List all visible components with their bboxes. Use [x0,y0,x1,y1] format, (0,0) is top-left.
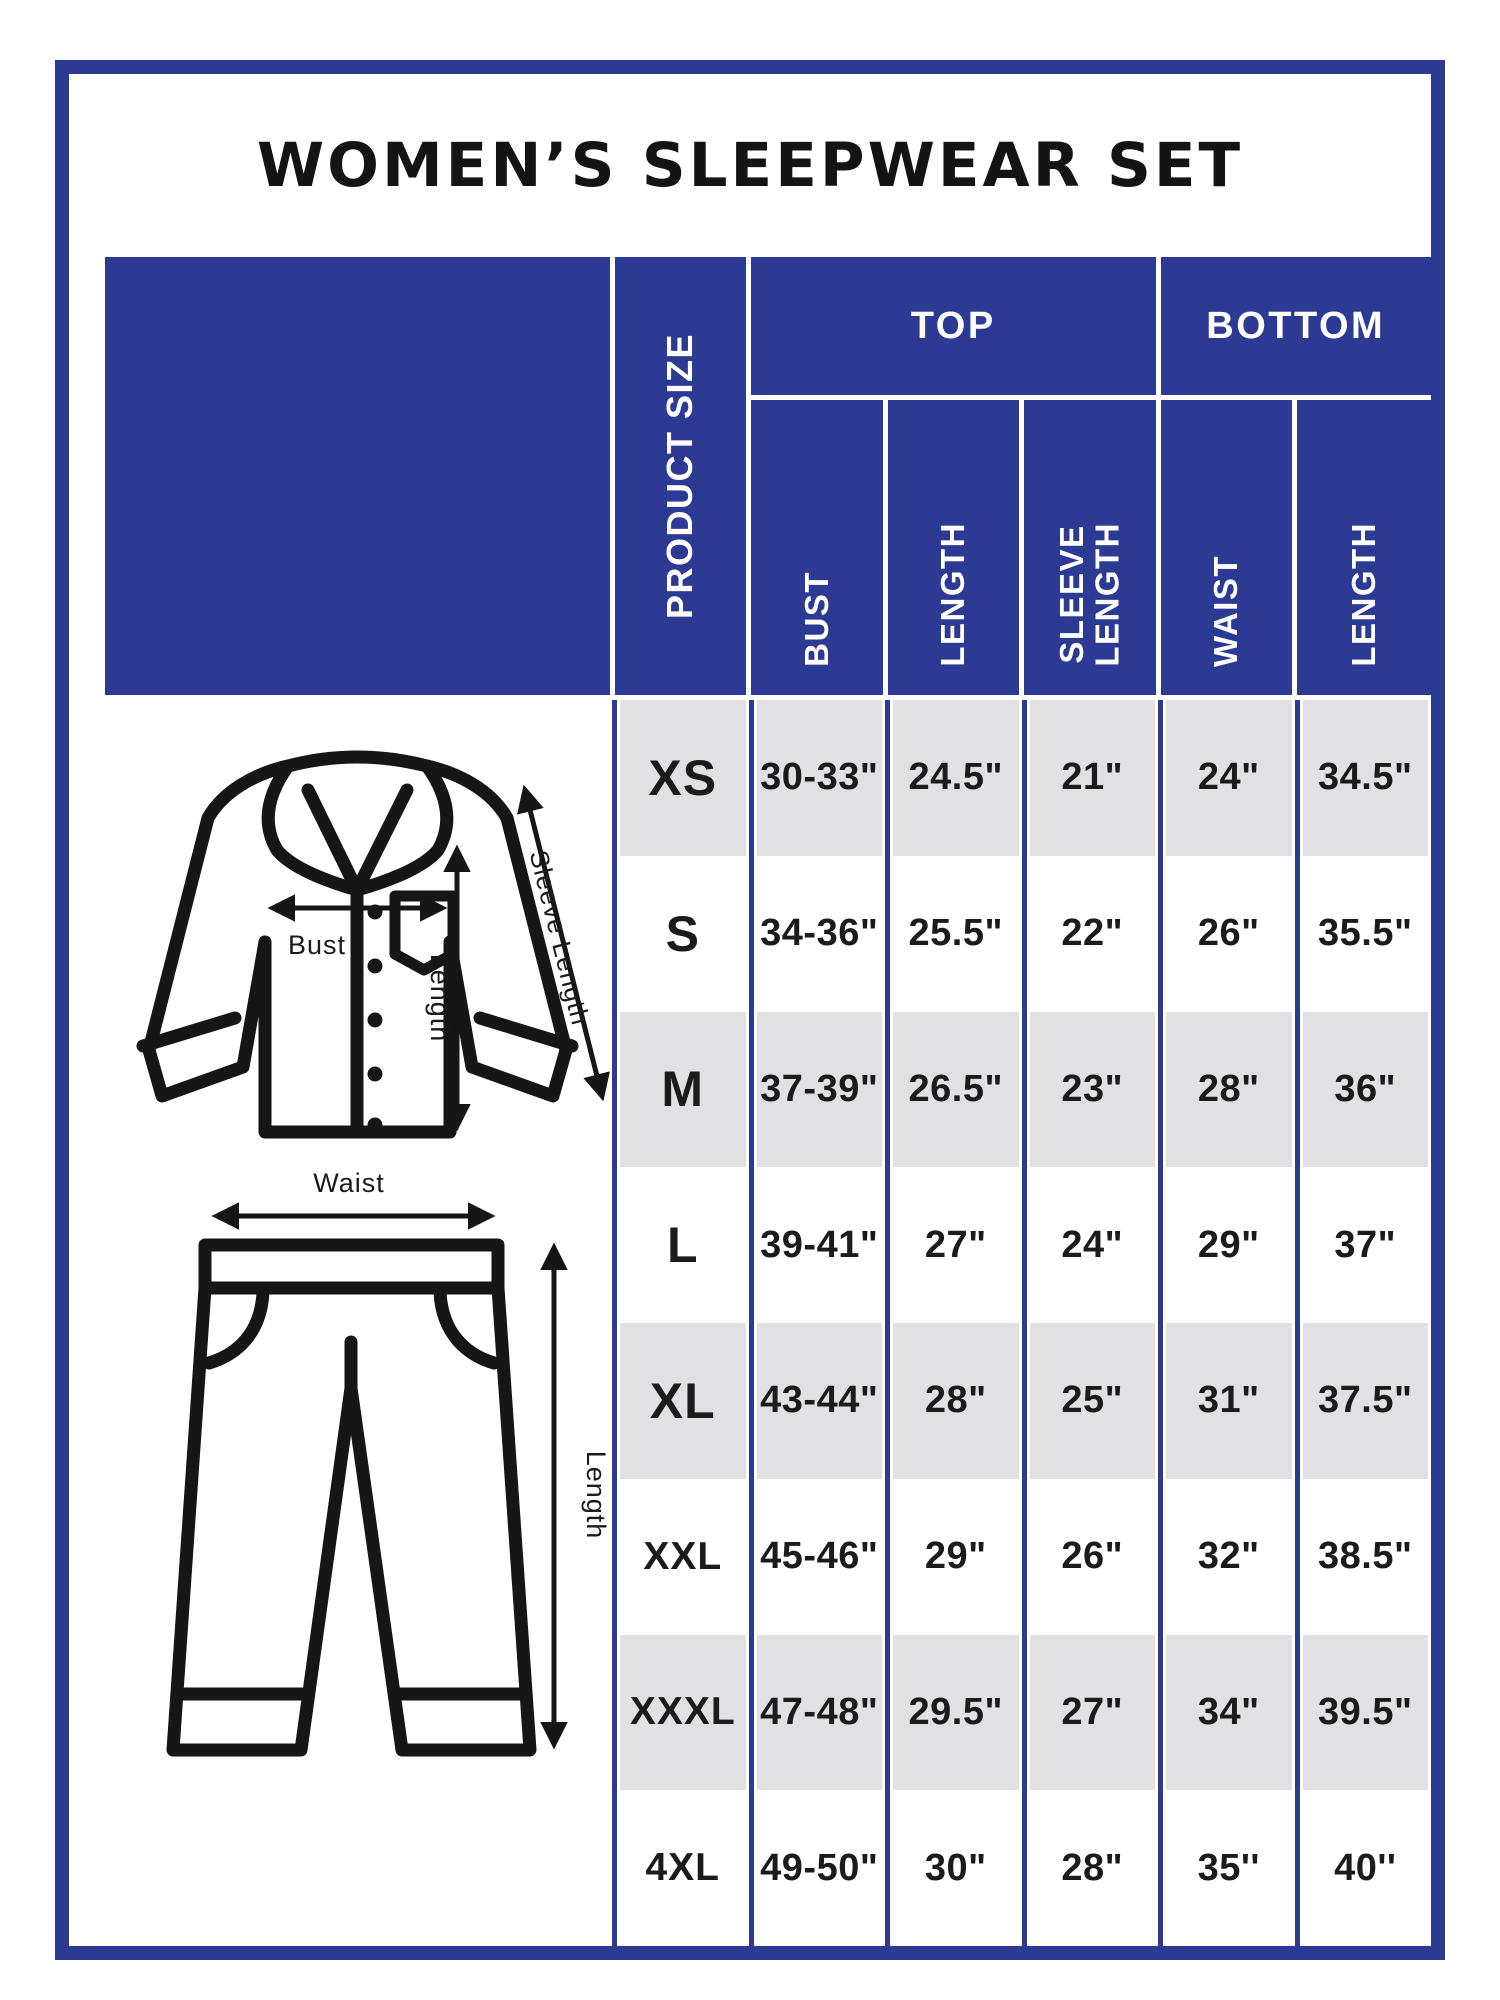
value-cell: 38.5" [1294,1478,1431,1635]
value-cell: 37-39" [748,1011,885,1168]
garment-diagram: Bust Length Sleeve Length Waist Length [136,750,611,1757]
value-cell: 28" [1158,1011,1295,1168]
size-cell: M [612,1011,749,1168]
pajama-pants-drawing [166,1238,537,1757]
value-cell: 30" [885,1790,1022,1946]
value-cell: 28" [885,1323,1022,1479]
value-cell: 39-41" [748,1167,885,1323]
waist-arrow-label: Waist [313,1168,385,1198]
value-cell: 45-46" [748,1478,885,1635]
value-cell: 26" [1021,1478,1158,1635]
sleeve-length-arrow [517,784,610,1102]
pajama-top-buttons [367,904,383,1133]
garment-illustration-area: Bust Length Sleeve Length Waist Length [105,700,612,1946]
value-cell: 32" [1158,1478,1295,1635]
bust-arrow-label: Bust [288,930,346,960]
value-cell: 43-44" [748,1323,885,1479]
value-cell: 25" [1021,1323,1158,1479]
bust-column-label: BUST [797,571,835,667]
waist-column-label: WAIST [1207,555,1245,667]
column-header-top-length: LENGTH [887,400,1019,695]
value-cell: 25.5" [885,855,1022,1012]
size-cell: XS [612,700,749,856]
value-cell: 34-36" [748,855,885,1012]
value-cell: 27" [1021,1634,1158,1791]
value-cell: 40'' [1294,1790,1431,1946]
size-cell: S [612,855,749,1012]
value-cell: 21" [1021,700,1158,856]
page-border-frame [55,60,1445,1960]
value-cell: 39.5" [1294,1634,1431,1791]
top-length-column-label: LENGTH [934,522,972,667]
value-cell: 29" [885,1478,1022,1635]
value-cell: 37.5" [1294,1323,1431,1479]
pajama-top-drawing [136,750,579,1139]
value-cell: 26" [1158,855,1295,1012]
group-header-bottom: BOTTOM [1160,257,1431,395]
value-cell: 35.5" [1294,855,1431,1012]
value-cell: 23" [1021,1011,1158,1168]
value-cell: 36" [1294,1011,1431,1168]
value-cell: 34" [1158,1634,1295,1791]
value-cell: 26.5" [885,1011,1022,1168]
bottom-length-arrow-label: Length [581,1451,611,1540]
top-length-arrow-label: Length [425,954,455,1043]
value-cell: 49-50" [748,1790,885,1946]
value-cell: 22" [1021,855,1158,1012]
column-header-waist: WAIST [1160,400,1292,695]
bottom-group-label: BOTTOM [1206,304,1386,347]
product-size-label: PRODUCT SIZE [658,332,700,619]
value-cell: 24.5" [885,700,1022,856]
header-spacer-block [105,257,610,695]
value-cell: 34.5" [1294,700,1431,856]
column-header-bottom-length: LENGTH [1297,400,1431,695]
size-cell: XXXL [612,1634,749,1791]
size-table: PRODUCT SIZE TOP BOTTOM BUST LENGTH SLEE… [105,257,1431,1946]
size-cell: XXL [612,1478,749,1635]
value-cell: 31" [1158,1323,1295,1479]
bottom-length-column-label: LENGTH [1345,522,1383,667]
size-cell: L [612,1167,749,1323]
value-cell: 29.5" [885,1634,1022,1791]
measurement-arrows [211,784,610,1750]
size-cell: XL [612,1323,749,1479]
value-cell: 29" [1158,1167,1295,1323]
size-cell: 4XL [612,1790,749,1946]
value-cell: 27" [885,1167,1022,1323]
value-cell: 35'' [1158,1790,1295,1946]
column-header-product-size: PRODUCT SIZE [614,257,746,695]
value-cell: 30-33" [748,700,885,856]
page-title: WOMEN’S SLEEPWEAR SET [256,129,1244,201]
value-cell: 37" [1294,1167,1431,1323]
column-header-bust: BUST [751,400,883,695]
value-cell: 24" [1021,1167,1158,1323]
group-header-top: TOP [751,257,1156,395]
sleeve-length-column-label: SLEEVE LENGTH [1053,522,1126,667]
column-header-sleeve-length: SLEEVE LENGTH [1024,400,1156,695]
value-cell: 47-48" [748,1634,885,1791]
value-cell: 24" [1158,700,1295,856]
top-group-label: TOP [910,304,996,347]
value-cell: 28" [1021,1790,1158,1946]
